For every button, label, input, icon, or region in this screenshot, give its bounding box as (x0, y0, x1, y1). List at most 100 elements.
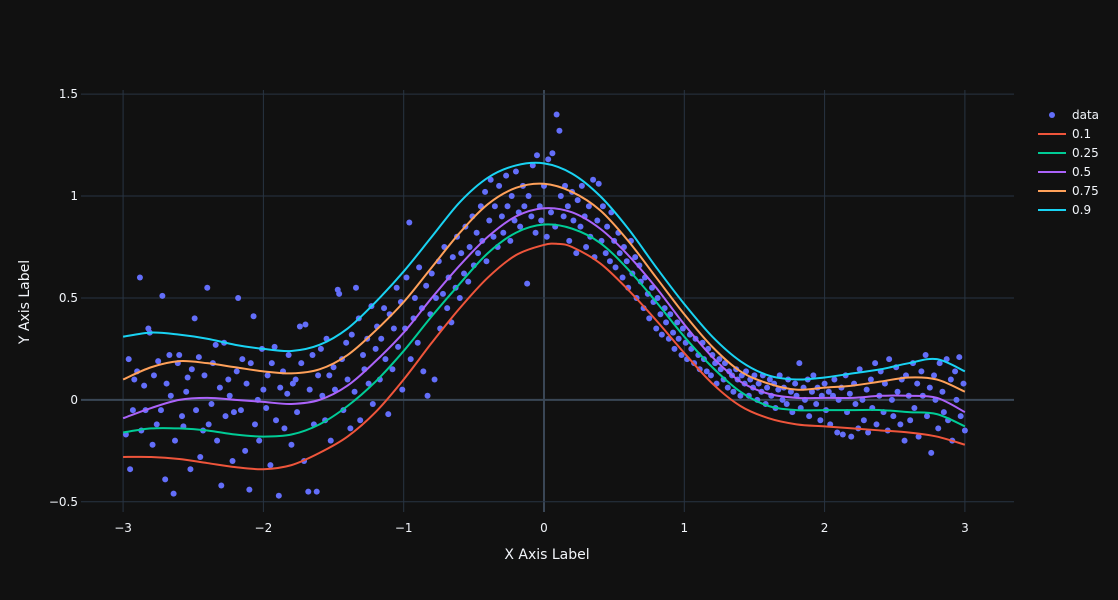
data-point (553, 111, 560, 118)
data-point (372, 345, 379, 352)
data-point (606, 258, 613, 265)
data-point (839, 431, 846, 438)
data-point (424, 392, 431, 399)
data-point (237, 407, 244, 414)
legend-label-0-1: 0.1 (1072, 127, 1091, 141)
y-axis-ticks: −0.5 0 0.5 1 1.5 (49, 87, 78, 509)
legend-item-0-1[interactable]: 0.1 (1038, 127, 1091, 141)
data-point (157, 407, 164, 414)
data-point (125, 356, 132, 363)
data-point (931, 372, 938, 379)
data-point (574, 197, 581, 204)
legend-label-0-5: 0.5 (1072, 165, 1091, 179)
data-point (821, 380, 828, 387)
data-point (848, 433, 855, 440)
data-point (792, 380, 799, 387)
data-point (414, 339, 421, 346)
data-point (671, 345, 678, 352)
data-point (277, 384, 284, 391)
data-point (482, 188, 489, 195)
data-point (150, 372, 157, 379)
data-point (707, 372, 714, 379)
data-point (465, 278, 472, 285)
data-point (852, 400, 859, 407)
data-point (817, 417, 824, 424)
data-point (914, 380, 921, 387)
data-point (524, 280, 531, 287)
data-point (193, 407, 200, 414)
y-axis-title: Y Axis Label (17, 260, 33, 345)
data-point (936, 360, 943, 367)
data-point (305, 488, 312, 495)
data-point (288, 441, 295, 448)
data-point (260, 386, 267, 393)
x-tick-label: −3 (114, 521, 132, 535)
data-point (573, 250, 580, 257)
grid (81, 90, 1014, 512)
data-point (674, 319, 681, 326)
data-point (296, 323, 303, 330)
data-point (365, 380, 372, 387)
data-point (204, 284, 211, 291)
data-point (302, 321, 309, 328)
data-point (188, 366, 195, 373)
data-point (649, 284, 656, 291)
data-point (393, 284, 400, 291)
data-point (369, 400, 376, 407)
data-point (590, 176, 597, 183)
data-point (242, 447, 249, 454)
data-point (755, 380, 762, 387)
data-point (129, 407, 136, 414)
data-point (498, 213, 505, 220)
data-point (167, 392, 174, 399)
data-point (381, 305, 388, 312)
data-point (317, 345, 324, 352)
data-point (336, 290, 343, 297)
data-point (250, 313, 257, 320)
data-point (915, 433, 922, 440)
data-point (806, 413, 813, 420)
data-point (922, 352, 929, 359)
legend-label-0-25: 0.25 (1072, 146, 1099, 160)
data-point (521, 203, 528, 210)
data-point (159, 292, 166, 299)
data-point (264, 372, 271, 379)
data-point (604, 223, 611, 230)
legend-item-0-25[interactable]: 0.25 (1038, 146, 1099, 160)
data-point (678, 352, 685, 359)
data-point (184, 374, 191, 381)
data-point (195, 354, 202, 361)
legend[interactable]: data 0.1 0.25 0.5 0.75 0.9 (1038, 108, 1099, 217)
data-point (860, 417, 867, 424)
legend-item-0-75[interactable]: 0.75 (1038, 184, 1099, 198)
legend-item-0-5[interactable]: 0.5 (1038, 165, 1091, 179)
data-point (894, 388, 901, 395)
data-point (538, 217, 545, 224)
data-point (439, 290, 446, 297)
data-point (675, 335, 682, 342)
data-point (378, 335, 385, 342)
data-point (243, 380, 250, 387)
data-point (331, 386, 338, 393)
data-point (461, 270, 468, 277)
data-point (960, 380, 967, 387)
x-tick-label: 3 (961, 521, 969, 535)
data-point (155, 358, 162, 365)
data-point (911, 405, 918, 412)
data-point (654, 294, 661, 301)
data-point (935, 425, 942, 432)
data-point (560, 213, 567, 220)
data-point (176, 352, 183, 359)
data-point (239, 356, 246, 363)
legend-item-data[interactable]: data (1049, 108, 1099, 122)
data-point (382, 356, 389, 363)
data-point (208, 400, 215, 407)
y-tick-label: −0.5 (49, 495, 78, 509)
y-tick-label: 1 (70, 189, 78, 203)
data-point (406, 219, 413, 226)
data-point (330, 364, 337, 371)
data-point (508, 193, 515, 200)
legend-item-0-9[interactable]: 0.9 (1038, 203, 1091, 217)
